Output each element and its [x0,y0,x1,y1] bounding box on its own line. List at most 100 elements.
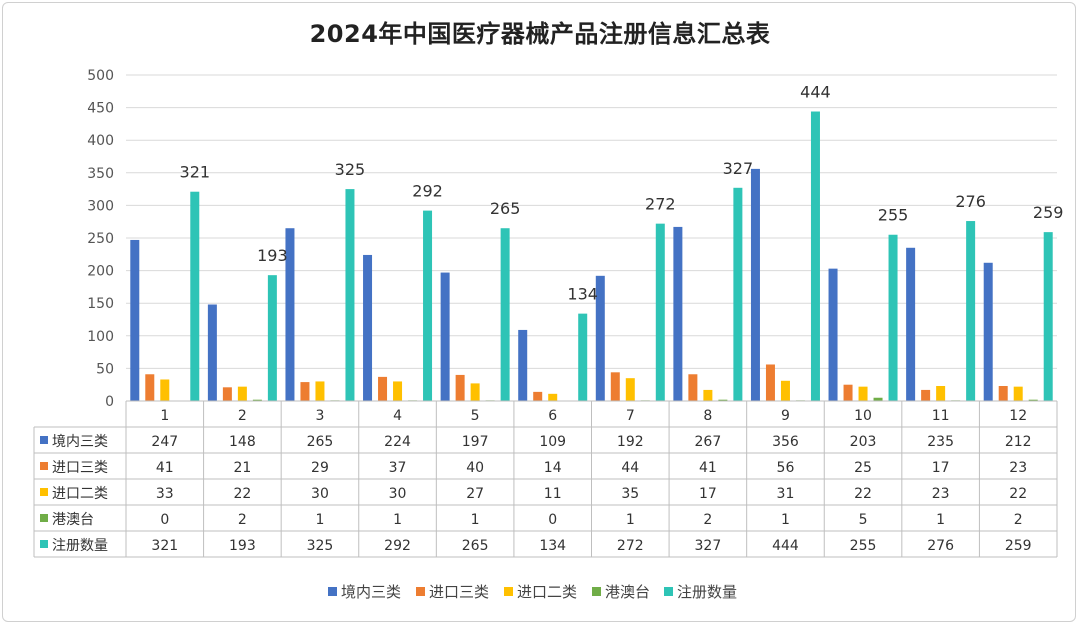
table-cell: 276 [927,538,954,554]
bar [130,239,140,401]
data-label: 276 [955,192,986,211]
table-cell: 272 [617,538,644,554]
bar [518,329,528,401]
table-cell: 0 [548,512,557,528]
bar [500,228,510,401]
table-row-label: 港澳台 [52,512,94,528]
table-cell: 193 [229,538,256,554]
x-tick-label: 9 [781,408,790,424]
table-cell: 22 [1009,486,1027,502]
table-cell: 2 [1014,512,1023,528]
y-tick-label: 150 [87,296,114,312]
bar [610,372,620,401]
data-label: 259 [1033,203,1064,222]
data-label: 444 [800,83,831,102]
y-tick-label: 200 [87,264,114,280]
x-tick-label: 10 [854,408,872,424]
bar [345,189,355,401]
bar [285,228,295,401]
table-cell: 1 [626,512,635,528]
y-tick-label: 250 [87,231,114,247]
x-tick-label: 4 [393,408,402,424]
table-cell: 1 [315,512,324,528]
table-cell: 1 [393,512,402,528]
table-cell: 56 [777,460,795,476]
bar [765,364,775,401]
table-cell: 327 [695,538,722,554]
bar [750,168,760,401]
table-cell: 1 [781,512,790,528]
table-cell: 41 [156,460,174,476]
bar [625,378,635,401]
data-label: 325 [335,160,366,179]
table-cell: 224 [384,434,411,450]
table-cell: 21 [233,460,251,476]
table-cell: 134 [539,538,566,554]
y-tick-label: 450 [87,101,114,117]
data-label: 321 [180,163,211,182]
bar [267,275,277,401]
bar [160,379,170,401]
legend-key [328,587,337,596]
x-tick-label: 2 [238,408,247,424]
data-label: 193 [257,246,288,265]
bar [207,304,217,401]
bar [378,376,388,401]
table-cell: 22 [854,486,872,502]
x-tick-label: 8 [703,408,712,424]
x-tick-label: 5 [471,408,480,424]
table-cell: 1 [471,512,480,528]
table-cell: 23 [1009,460,1027,476]
table-cell: 203 [850,434,877,450]
table-cell: 235 [927,434,954,450]
bar [718,399,728,401]
data-labels: 321 193 325 292 265 134 272 327 444 255 276 259 [180,83,1064,304]
bar [688,374,698,401]
legend-label: 港澳台 [605,583,650,601]
table-cell: 444 [772,538,799,554]
x-tick-label: 3 [315,408,324,424]
table-legend-key [40,488,48,496]
y-tick-label: 500 [87,68,114,84]
data-label: 265 [490,199,521,218]
bar [888,234,898,401]
bar [533,391,543,401]
bar [673,226,683,401]
bar [858,386,868,401]
y-tick-label: 350 [87,166,114,182]
legend-key [416,587,425,596]
table-cell: 0 [160,512,169,528]
bar [595,275,605,401]
table-cell: 41 [699,460,717,476]
x-tick-label: 12 [1009,408,1027,424]
bar [936,386,946,401]
y-tick-label: 400 [87,133,114,149]
bar [300,382,310,401]
table-cell: 267 [695,434,722,450]
legend-key [504,587,513,596]
bar [921,389,931,401]
legend-label: 注册数量 [677,583,737,601]
table-cell: 148 [229,434,256,450]
data-label: 292 [412,182,443,201]
bar [966,221,976,401]
bar [548,393,558,401]
bar [780,380,790,401]
legend-key [592,587,601,596]
legend: 境内三类 进口三类 进口二类 港澳台 注册数量 [328,583,737,601]
bar [237,386,247,401]
table-cell: 17 [699,486,717,502]
table-legend-key [40,514,48,522]
bar [315,381,325,401]
table-cell: 44 [621,460,639,476]
table-cell: 25 [854,460,872,476]
bar [393,381,403,401]
table-cell: 2 [238,512,247,528]
table-cell: 29 [311,460,329,476]
y-tick-label: 100 [87,329,114,345]
bar [1043,232,1053,401]
bar [1013,386,1023,401]
legend-label: 进口三类 [429,583,489,601]
table-cell: 30 [311,486,329,502]
bar [440,272,450,401]
